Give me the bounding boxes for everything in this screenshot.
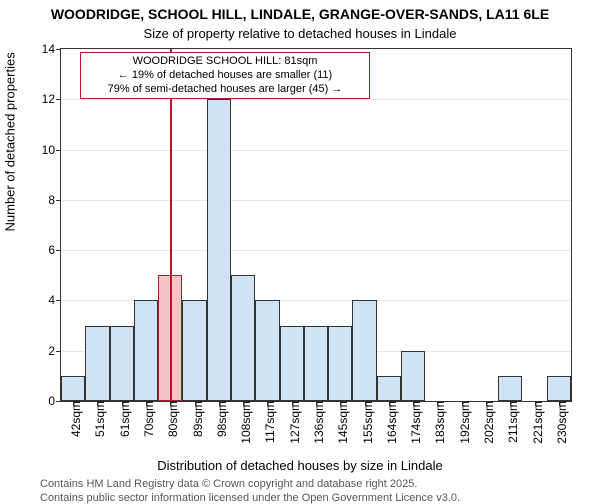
ytick-label: 0 <box>48 394 61 408</box>
bar <box>401 351 425 401</box>
annotation-box: WOODRIDGE SCHOOL HILL: 81sqm← 19% of det… <box>80 52 370 99</box>
xtick-label: 174sqm <box>403 401 423 444</box>
xtick-label: 164sqm <box>379 401 399 444</box>
xtick-label: 42sqm <box>63 401 83 437</box>
bar <box>328 326 352 401</box>
bar <box>377 376 401 401</box>
bar <box>61 376 85 401</box>
xtick-label: 230sqm <box>549 401 569 444</box>
footer-line: Contains public sector information licen… <box>0 492 600 504</box>
ytick-label: 4 <box>48 293 61 307</box>
ytick-label: 14 <box>42 42 61 56</box>
xtick-label: 183sqm <box>427 401 447 444</box>
xtick-label: 155sqm <box>355 401 375 444</box>
xtick-label: 145sqm <box>330 401 350 444</box>
bar <box>498 376 522 401</box>
xtick-label: 98sqm <box>209 401 229 437</box>
ytick-label: 6 <box>48 243 61 257</box>
x-axis-label: Distribution of detached houses by size … <box>0 458 600 473</box>
chart-title: WOODRIDGE, SCHOOL HILL, LINDALE, GRANGE-… <box>0 6 600 22</box>
bar <box>255 300 279 401</box>
chart-subtitle: Size of property relative to detached ho… <box>0 26 600 41</box>
ytick-label: 2 <box>48 344 61 358</box>
xtick-label: 211sqm <box>500 401 520 443</box>
bar <box>304 326 328 401</box>
xtick-label: 80sqm <box>160 401 180 437</box>
xtick-label: 89sqm <box>185 401 205 437</box>
xtick-label: 117sqm <box>257 401 277 443</box>
bar <box>85 326 109 401</box>
xtick-label: 202sqm <box>476 401 496 444</box>
xtick-label: 127sqm <box>282 401 302 444</box>
annotation-line: 79% of semi-detached houses are larger (… <box>85 83 365 97</box>
bar <box>231 275 255 401</box>
xtick-label: 70sqm <box>136 401 156 437</box>
ytick-label: 8 <box>48 193 61 207</box>
annotation-line: WOODRIDGE SCHOOL HILL: 81sqm <box>85 55 365 69</box>
annotation-line: ← 19% of detached houses are smaller (11… <box>85 69 365 83</box>
xtick-label: 51sqm <box>87 401 107 437</box>
reference-line <box>170 49 172 401</box>
plot-area: 0246810121442sqm51sqm61sqm70sqm80sqm89sq… <box>60 48 572 402</box>
bar <box>110 326 134 401</box>
bar <box>207 99 231 401</box>
gridline <box>61 150 571 151</box>
xtick-label: 61sqm <box>112 401 132 437</box>
bar <box>182 300 206 401</box>
xtick-label: 221sqm <box>525 401 545 444</box>
xtick-label: 136sqm <box>306 401 326 444</box>
footer-line: Contains HM Land Registry data © Crown c… <box>0 478 600 490</box>
bar <box>280 326 304 401</box>
xtick-label: 192sqm <box>452 401 472 444</box>
histogram-chart: WOODRIDGE, SCHOOL HILL, LINDALE, GRANGE-… <box>0 0 600 500</box>
bar <box>352 300 376 401</box>
gridline <box>61 250 571 251</box>
ytick-label: 10 <box>42 143 61 157</box>
xtick-label: 108sqm <box>233 401 253 444</box>
y-axis-label: Number of detached properties <box>3 212 18 232</box>
bar <box>547 376 571 401</box>
bar <box>134 300 158 401</box>
ytick-label: 12 <box>42 92 61 106</box>
gridline <box>61 99 571 100</box>
gridline <box>61 200 571 201</box>
